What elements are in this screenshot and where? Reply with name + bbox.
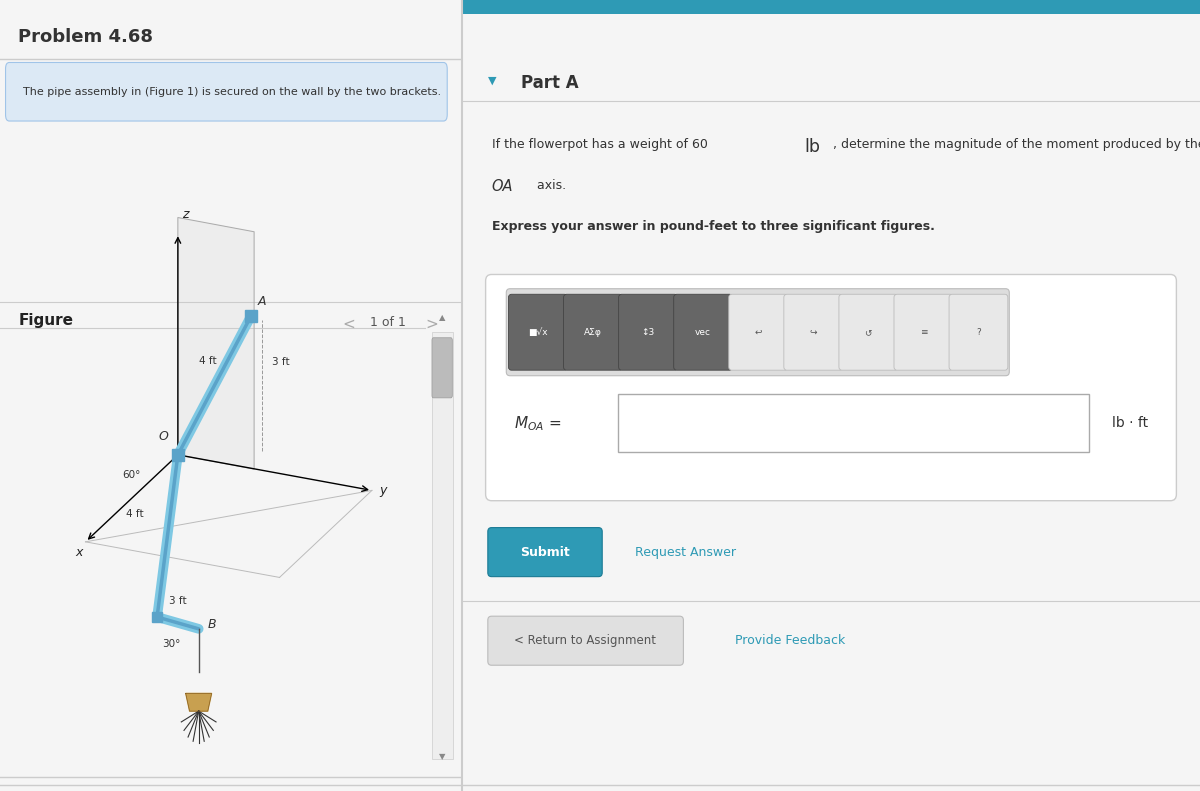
Text: ≡: ≡ bbox=[919, 327, 928, 337]
FancyBboxPatch shape bbox=[432, 338, 452, 398]
FancyBboxPatch shape bbox=[839, 294, 898, 370]
Text: Part A: Part A bbox=[521, 74, 578, 93]
FancyBboxPatch shape bbox=[488, 616, 684, 665]
FancyBboxPatch shape bbox=[673, 294, 732, 370]
Text: lb · ft: lb · ft bbox=[1112, 416, 1148, 430]
FancyBboxPatch shape bbox=[949, 294, 1008, 370]
Text: 4 ft: 4 ft bbox=[126, 509, 143, 519]
Text: 60°: 60° bbox=[122, 470, 140, 479]
Text: ↪: ↪ bbox=[810, 327, 817, 337]
FancyBboxPatch shape bbox=[486, 274, 1176, 501]
Text: axis.: axis. bbox=[533, 179, 566, 191]
Text: ■√x: ■√x bbox=[528, 327, 547, 337]
FancyBboxPatch shape bbox=[894, 294, 953, 370]
FancyBboxPatch shape bbox=[506, 289, 1009, 376]
Text: 3 ft: 3 ft bbox=[271, 357, 289, 367]
Text: The pipe assembly in (Figure 1) is secured on the wall by the two brackets.: The pipe assembly in (Figure 1) is secur… bbox=[23, 87, 442, 97]
FancyBboxPatch shape bbox=[6, 62, 448, 121]
Polygon shape bbox=[186, 694, 211, 711]
Text: >: > bbox=[425, 316, 438, 331]
FancyBboxPatch shape bbox=[564, 294, 623, 370]
FancyBboxPatch shape bbox=[784, 294, 842, 370]
Text: ▼: ▼ bbox=[439, 752, 446, 761]
Text: 3 ft: 3 ft bbox=[169, 596, 187, 606]
Text: AΣφ: AΣφ bbox=[584, 327, 602, 337]
Text: z: z bbox=[182, 209, 188, 221]
Text: , determine the magnitude of the moment produced by the weight about the: , determine the magnitude of the moment … bbox=[833, 138, 1200, 150]
Text: Submit: Submit bbox=[520, 546, 570, 558]
Text: lb: lb bbox=[804, 138, 821, 156]
Text: OA: OA bbox=[492, 179, 514, 194]
Text: ▼: ▼ bbox=[488, 75, 497, 85]
Text: 30°: 30° bbox=[162, 639, 180, 649]
Text: A: A bbox=[258, 296, 266, 308]
Text: ▲: ▲ bbox=[439, 313, 446, 322]
FancyBboxPatch shape bbox=[618, 394, 1088, 452]
FancyBboxPatch shape bbox=[728, 294, 787, 370]
Text: If the flowerpot has a weight of 60: If the flowerpot has a weight of 60 bbox=[492, 138, 712, 150]
Text: vec: vec bbox=[695, 327, 712, 337]
Text: B: B bbox=[208, 619, 216, 631]
Text: Figure: Figure bbox=[18, 313, 73, 328]
Text: 4 ft: 4 ft bbox=[199, 356, 216, 365]
FancyBboxPatch shape bbox=[509, 294, 568, 370]
Text: Request Answer: Request Answer bbox=[636, 546, 737, 558]
Text: ↕3: ↕3 bbox=[641, 327, 655, 337]
Text: Problem 4.68: Problem 4.68 bbox=[18, 28, 154, 46]
Text: ?: ? bbox=[976, 327, 980, 337]
Text: $M_{OA}$ =: $M_{OA}$ = bbox=[514, 414, 560, 433]
FancyBboxPatch shape bbox=[488, 528, 602, 577]
Text: < Return to Assignment: < Return to Assignment bbox=[515, 634, 656, 647]
Text: Express your answer in pound-feet to three significant figures.: Express your answer in pound-feet to thr… bbox=[492, 220, 935, 233]
Text: x: x bbox=[74, 546, 83, 558]
Text: y: y bbox=[379, 484, 386, 497]
Text: <: < bbox=[342, 316, 355, 331]
Text: 1 of 1: 1 of 1 bbox=[370, 316, 406, 329]
Polygon shape bbox=[178, 218, 254, 469]
Text: ↺: ↺ bbox=[864, 327, 872, 337]
FancyBboxPatch shape bbox=[619, 294, 677, 370]
Text: Provide Feedback: Provide Feedback bbox=[736, 634, 845, 647]
FancyBboxPatch shape bbox=[432, 332, 452, 759]
Text: ↩: ↩ bbox=[755, 327, 762, 337]
Text: O: O bbox=[158, 430, 169, 443]
FancyBboxPatch shape bbox=[462, 0, 1200, 14]
